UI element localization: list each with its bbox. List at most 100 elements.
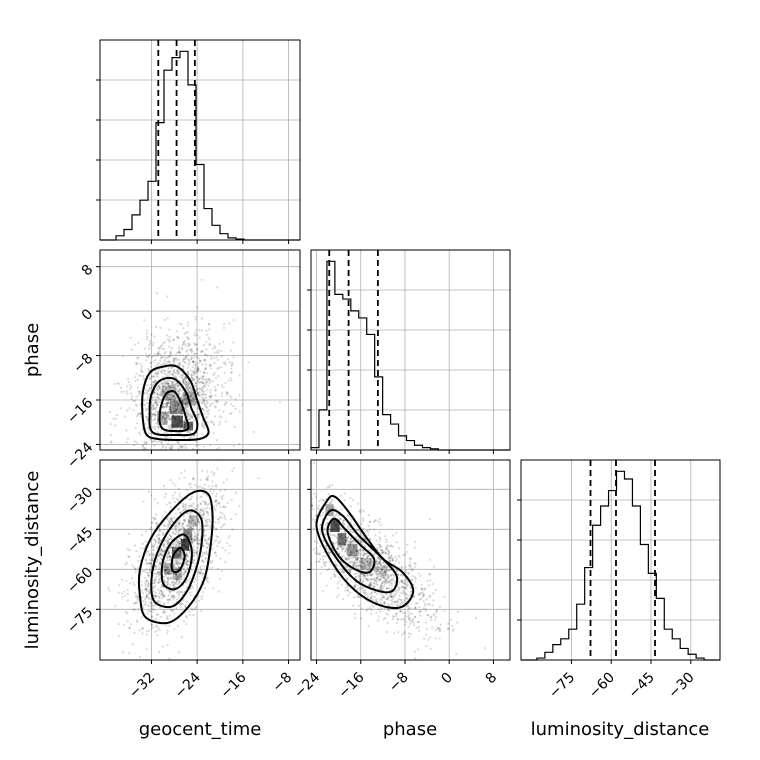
scatter-point [342,519,345,522]
scatter-point [408,616,411,620]
scatter-point [422,600,425,603]
scatter-point [156,389,160,392]
scatter-point [451,629,454,633]
scatter-point [349,549,352,552]
xtick-label-phase-3: 0 [438,670,456,688]
scatter-point [200,393,203,396]
scatter-point [188,521,191,524]
scatter-point [154,407,157,410]
scatter-point [203,397,206,400]
scatter-point [186,430,189,434]
scatter-point [214,389,218,392]
scatter-point [176,402,180,405]
scatter-point [197,528,200,532]
scatter-point [158,387,162,391]
scatter-point [160,589,163,592]
scatter-point [177,441,181,444]
scatter-point [157,554,160,557]
scatter-point [400,585,403,588]
scatter-point [327,567,330,570]
scatter-point [396,601,399,604]
scatter-point [348,555,351,558]
scatter-point [203,358,206,361]
density-cell-2-0-5 [173,568,183,580]
scatter-point [154,399,157,402]
scatter-point [136,378,139,381]
scatter-point [220,497,224,500]
scatter-point [191,537,194,541]
scatter-point [184,407,187,410]
scatter-point [178,522,181,526]
scatter-point [318,500,321,503]
scatter-point [141,370,144,373]
scatter-point [375,611,378,614]
scatter-point [393,602,396,605]
xtick-label-luminosity-distance-1: −60 [586,670,618,702]
scatter-point [376,576,379,580]
scatter-point [434,618,437,621]
scatter-point [226,392,229,395]
scatter-point [166,555,169,559]
scatter-point [167,367,170,370]
scatter-point [214,399,217,403]
scatter-point [159,553,162,556]
scatter-point [412,595,415,598]
scatter-point [379,537,382,541]
scatter-point [374,570,378,573]
scatter-point [154,425,157,428]
scatter-point [199,572,202,575]
scatter-point [347,536,350,539]
scatter-point [179,536,182,539]
scatter-point [305,537,307,539]
scatter-point [230,364,233,367]
scatter-point [177,526,180,529]
scatter-point [211,559,214,562]
scatter-point [196,343,199,346]
scatter-point [419,610,422,613]
scatter-point [381,561,384,564]
scatter-point [411,619,414,623]
scatter-point [152,538,155,541]
scatter-point [161,384,165,387]
scatter-point [326,486,329,489]
scatter-point [167,570,171,574]
scatter-point [145,587,148,590]
scatter-point [155,440,158,443]
scatter-point [137,431,141,434]
scatter-point [175,574,178,577]
scatter-point [201,376,204,379]
scatter-point [384,538,387,541]
scatter-point [208,342,211,346]
scatter-point [145,359,148,362]
scatter-point [171,413,174,416]
scatter-point [197,520,200,523]
scatter-point [161,531,164,534]
scatter-point [345,550,348,553]
scatter-point [158,567,161,571]
scatter-point [174,527,177,530]
scatter-point [190,415,193,418]
scatter-point [178,603,182,606]
scatter-point [378,563,381,566]
scatter-point [295,540,297,542]
scatter-point [166,403,169,406]
scatter-point [145,562,148,565]
scatter-point [161,471,163,473]
scatter-point [176,368,179,372]
scatter-point [156,546,159,549]
scatter-point [129,467,131,469]
scatter-point [139,433,142,436]
scatter-point [356,528,359,532]
scatter-point [133,583,136,587]
scatter-point [384,535,387,538]
scatter-point [153,604,157,607]
xtick-label-geocent-time-0: −32 [126,670,158,702]
scatter-point [349,568,352,572]
scatter-point [190,537,193,540]
scatter-point [325,561,328,564]
scatter-point [346,566,349,569]
scatter-point [168,373,171,376]
scatter-point [179,354,182,357]
scatter-point [147,592,150,595]
scatter-point [374,566,377,569]
